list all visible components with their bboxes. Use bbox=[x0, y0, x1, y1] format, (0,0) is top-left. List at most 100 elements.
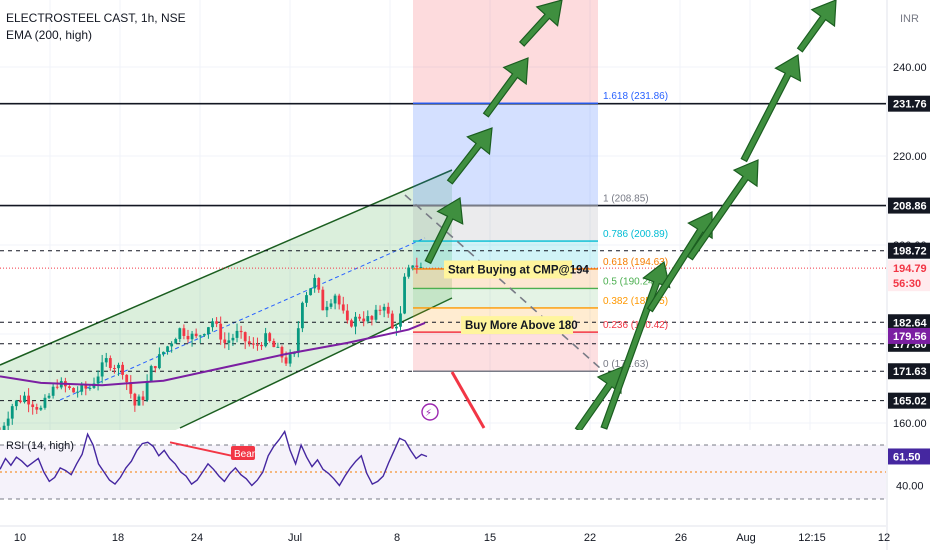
lightning-icon-glyph: ⚡ bbox=[425, 408, 432, 419]
candle-body bbox=[288, 354, 292, 364]
x-tick-label: 12 bbox=[878, 532, 890, 544]
rsi-line[interactable] bbox=[0, 429, 428, 487]
candle-body bbox=[108, 358, 112, 369]
lightning-icon[interactable] bbox=[421, 403, 439, 421]
bearish-arrow[interactable] bbox=[450, 371, 486, 429]
candle-body bbox=[207, 327, 210, 335]
candle-body bbox=[190, 333, 194, 340]
divergence-badge bbox=[231, 446, 255, 460]
annotation-text: Start Buying at CMP@194 bbox=[448, 264, 590, 276]
channel-upper-line[interactable] bbox=[0, 169, 453, 366]
y-tick-label: 160.00 bbox=[893, 418, 927, 430]
candle-body bbox=[231, 337, 235, 341]
candle-body bbox=[178, 328, 182, 339]
fib-label: 1.618 (231.86) bbox=[603, 91, 668, 102]
candle-body bbox=[280, 346, 284, 358]
x-tick-label: 26 bbox=[675, 532, 687, 544]
rsi-value-tag-text: 61.50 bbox=[893, 451, 921, 463]
candle-body bbox=[378, 309, 382, 311]
candle-body bbox=[239, 330, 243, 333]
candle-body bbox=[296, 328, 300, 353]
candle-body bbox=[243, 332, 247, 342]
fib-label: 1 (208.85) bbox=[603, 194, 649, 205]
level-price-tag-text: 231.76 bbox=[893, 99, 927, 111]
candle-body bbox=[374, 309, 378, 320]
divergence-label: Bear bbox=[234, 449, 256, 460]
candle-body bbox=[76, 391, 80, 393]
candle-body bbox=[39, 407, 43, 410]
candle-body bbox=[370, 316, 374, 320]
candle-body bbox=[251, 343, 255, 345]
x-tick-label: 24 bbox=[191, 532, 203, 544]
level-price-tag-text: 208.86 bbox=[893, 201, 927, 213]
currency-label: INR bbox=[900, 13, 919, 25]
fib-label: 0.5 (190.24) bbox=[603, 276, 657, 287]
candle-body bbox=[305, 295, 308, 303]
target-zone-blue bbox=[413, 103, 598, 206]
candle-body bbox=[10, 406, 14, 419]
level-price-tag-text: 198.72 bbox=[893, 246, 927, 258]
candle-body bbox=[235, 330, 239, 338]
candle-body bbox=[337, 295, 341, 305]
candle-body bbox=[329, 303, 333, 307]
rsi-band bbox=[0, 445, 886, 499]
candle-body bbox=[415, 265, 419, 268]
candle-body bbox=[215, 321, 218, 324]
candle-body bbox=[411, 265, 415, 268]
projection-arrow[interactable] bbox=[600, 260, 671, 430]
candle-body bbox=[55, 386, 59, 388]
ema-price-tag-text: 179.56 bbox=[893, 331, 927, 343]
candle-body bbox=[333, 295, 337, 304]
candle-body bbox=[325, 306, 329, 311]
level-price-tag-text: 165.02 bbox=[893, 396, 927, 408]
annotation-box[interactable] bbox=[444, 260, 572, 279]
projection-arrow[interactable] bbox=[518, 0, 563, 47]
annotation-box[interactable] bbox=[461, 316, 573, 335]
candle-body bbox=[211, 321, 214, 328]
x-tick-label: 22 bbox=[584, 532, 596, 544]
candle-body bbox=[80, 384, 84, 392]
level-price-tag bbox=[888, 314, 930, 331]
level-price-tag bbox=[888, 197, 930, 214]
rsi-value-tag bbox=[888, 448, 930, 465]
projection-arrow[interactable] bbox=[446, 127, 493, 185]
candle-body bbox=[166, 346, 169, 352]
candle-body bbox=[309, 288, 312, 296]
candle-body bbox=[366, 316, 370, 322]
projection-arrow[interactable] bbox=[574, 366, 623, 433]
projection-arrow[interactable] bbox=[796, 0, 837, 53]
fib-label: 0.236 (180.42) bbox=[603, 320, 668, 331]
candle-body bbox=[313, 278, 317, 289]
candle-body bbox=[88, 387, 92, 389]
candle-body bbox=[125, 374, 129, 383]
projection-arrow[interactable] bbox=[482, 57, 529, 118]
projection-arrow[interactable] bbox=[686, 159, 759, 261]
candle-body bbox=[23, 395, 26, 403]
candle-body bbox=[419, 266, 423, 268]
channel-mid-line bbox=[59, 237, 426, 401]
candle-body bbox=[162, 351, 165, 355]
ema-price-tag bbox=[888, 327, 930, 344]
candle-body bbox=[43, 397, 47, 408]
candle-body bbox=[399, 313, 402, 327]
x-tick-label: 18 bbox=[112, 532, 124, 544]
candle-body bbox=[153, 366, 157, 369]
candle-body bbox=[362, 318, 366, 322]
last-price-tag bbox=[888, 260, 930, 277]
y-tick-label: 220.00 bbox=[893, 151, 927, 163]
candle-body bbox=[104, 358, 108, 363]
channel-lower-line[interactable] bbox=[179, 297, 453, 429]
level-price-tag bbox=[888, 95, 930, 112]
x-tick-label: Aug bbox=[736, 532, 756, 544]
projection-dashed-line bbox=[404, 194, 601, 369]
ema-line[interactable] bbox=[0, 321, 426, 387]
fib-label: 0.382 (185.85) bbox=[603, 296, 668, 307]
projection-arrow[interactable] bbox=[740, 54, 802, 163]
level-price-tag bbox=[888, 392, 930, 409]
candle-body bbox=[157, 354, 161, 369]
candle-body bbox=[256, 344, 259, 346]
candle-body bbox=[186, 335, 190, 340]
projection-arrow[interactable] bbox=[424, 197, 464, 265]
candle-body bbox=[350, 320, 353, 327]
